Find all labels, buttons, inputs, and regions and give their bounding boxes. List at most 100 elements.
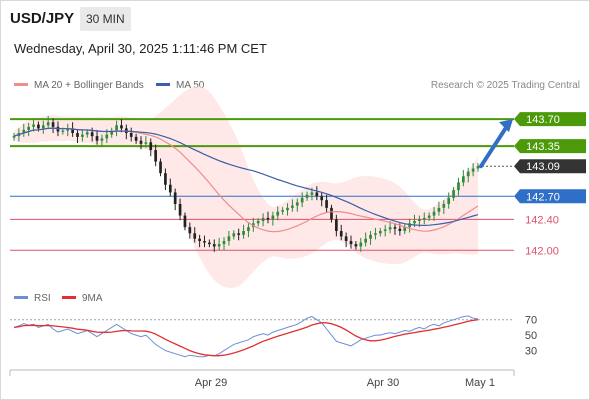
candle-body: [408, 223, 411, 228]
candle-body: [432, 211, 436, 216]
candle-body: [300, 197, 304, 203]
candle-body: [466, 171, 470, 177]
candle-body: [178, 204, 182, 216]
level-tag: [514, 189, 586, 204]
candle-body: [335, 219, 338, 231]
candle-body: [281, 210, 284, 212]
candle-body: [51, 122, 55, 127]
ma50-swatch: [156, 82, 170, 86]
candle-body: [427, 215, 431, 218]
candle-body: [188, 227, 192, 234]
legend-rsi-ma-label: 9MA: [82, 293, 103, 304]
candle-body: [183, 215, 187, 228]
candle-body: [349, 241, 353, 245]
candle-body: [452, 190, 455, 198]
candle-body: [413, 220, 416, 224]
candle-body: [100, 138, 104, 141]
symbol-title: USD/JPY: [10, 10, 75, 27]
level-tag: [514, 139, 586, 154]
candle-body: [437, 207, 441, 212]
target-arrow-head: [499, 119, 513, 133]
rsi-line: [13, 315, 479, 358]
candle-body: [193, 233, 197, 239]
candle-body: [320, 196, 324, 201]
bollinger-band: [14, 86, 478, 289]
legend-ma20-label: MA 20 + Bollinger Bands: [34, 80, 144, 91]
candle-body: [159, 161, 162, 174]
candle-body: [120, 125, 123, 129]
candle-body: [105, 134, 109, 139]
candle-body: [457, 182, 460, 191]
candle-body: [247, 227, 250, 231]
candle-body: [261, 217, 265, 221]
level-tag: [514, 112, 586, 127]
candle-body: [217, 244, 221, 247]
candle-body: [325, 200, 328, 208]
candle-body: [344, 236, 348, 242]
candle-body: [388, 227, 392, 230]
candle-body: [154, 150, 157, 162]
candle-body: [198, 238, 201, 242]
candle-body: [295, 202, 299, 206]
candle-body: [315, 192, 319, 197]
legend-rsi-ma: 9MA: [62, 293, 103, 304]
rsi-swatch: [14, 295, 28, 299]
rsi-level-label: 50: [525, 330, 537, 342]
candle-body: [168, 184, 172, 193]
candle-body: [32, 124, 35, 127]
ma50-line: [13, 127, 479, 227]
candle-body: [266, 217, 270, 220]
rsi-ma-swatch: [62, 295, 76, 299]
candle-body: [61, 130, 65, 132]
candle-body: [164, 173, 167, 185]
candle-body: [95, 136, 99, 141]
candle-body: [476, 166, 480, 169]
legend-ma50-label: MA 50: [176, 80, 205, 91]
candle-body: [237, 233, 241, 235]
candle-body: [398, 228, 402, 231]
level-label: 142.40: [525, 214, 559, 226]
candle-body: [12, 136, 16, 138]
timeframe-badge[interactable]: 30 MIN: [80, 7, 131, 31]
candle-body: [310, 192, 314, 195]
legend-ma20: MA 20 + Bollinger Bands: [14, 80, 144, 91]
target-arrow-shaft: [479, 124, 509, 169]
candle-body: [76, 133, 79, 137]
candle-body: [173, 192, 177, 204]
legend-rsi-label: RSI: [34, 293, 51, 304]
candle-body: [462, 176, 465, 183]
candle-body: [447, 197, 451, 204]
rsi-level-label: 70: [525, 315, 537, 327]
candle-body: [374, 233, 377, 235]
ma20-swatch: [14, 82, 28, 86]
rsi-level-label: 30: [525, 346, 537, 358]
candle-body: [110, 130, 114, 135]
candle-body: [330, 207, 333, 220]
candle-body: [115, 125, 118, 131]
level-label: 142.00: [525, 245, 559, 257]
candle-body: [291, 205, 294, 208]
candle-body: [212, 244, 216, 247]
level-label: 143.35: [526, 141, 560, 153]
candle-body: [383, 229, 387, 231]
candle-body: [369, 234, 372, 239]
candle-body: [422, 217, 426, 220]
legend-rsi: RSI: [14, 293, 51, 304]
level-tag: [514, 159, 586, 174]
candle-body: [27, 126, 30, 130]
candle-body: [227, 236, 231, 242]
candle-body: [339, 231, 343, 237]
candle-body: [242, 231, 245, 235]
candle-body: [85, 132, 89, 135]
candle-body: [276, 211, 280, 216]
candle-body: [56, 126, 60, 132]
level-label: 143.70: [526, 114, 560, 126]
candle-body: [134, 136, 138, 141]
candle-body: [364, 238, 368, 243]
candle-body: [81, 134, 84, 137]
candle-body: [71, 128, 74, 134]
candle-body: [129, 133, 133, 137]
candle-body: [41, 125, 45, 129]
credit-text: Research © 2025 Trading Central: [430, 80, 580, 91]
